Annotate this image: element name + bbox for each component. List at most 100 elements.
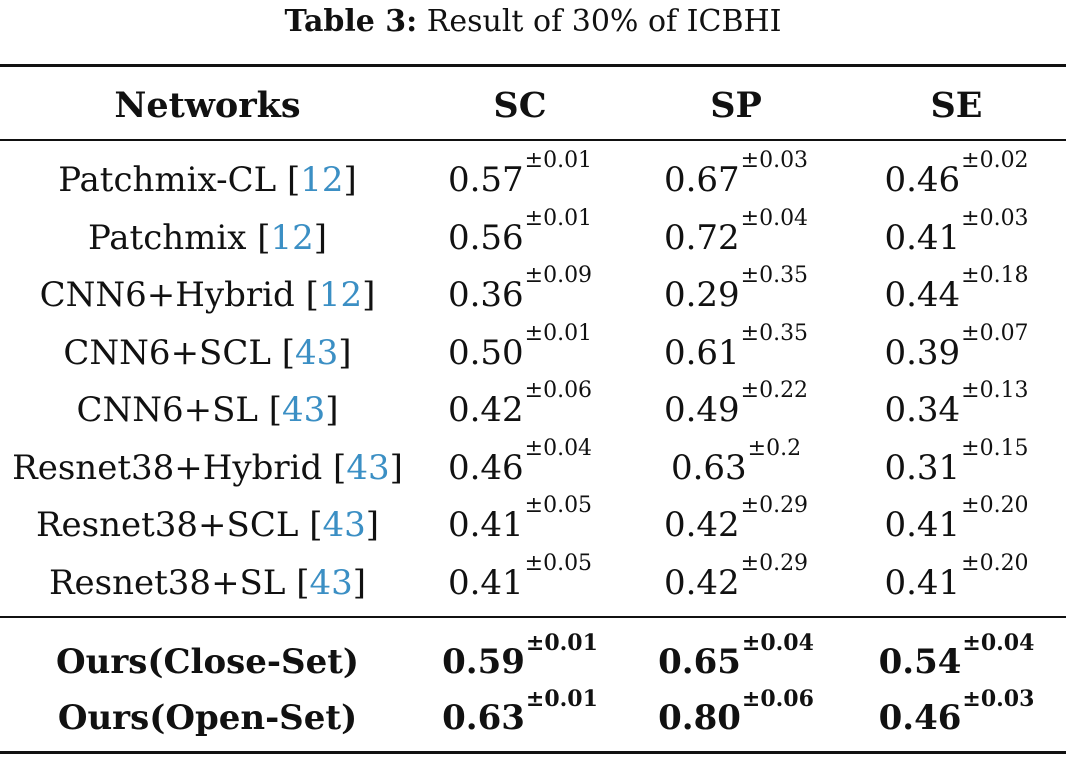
se-mean: 0.41 — [884, 562, 961, 603]
sp-mean: 0.63 — [670, 447, 747, 488]
sc-cell: 0.57 ±0.01 — [415, 148, 625, 200]
se-std: ±0.07 — [961, 320, 1029, 346]
sp-std: ±0.22 — [740, 378, 809, 403]
sp-value: 0.80 ±0.06 — [658, 686, 814, 738]
se-mean: 0.39 — [884, 332, 961, 373]
sp-std: ±0.29 — [740, 493, 809, 518]
sp-value: 0.42 ±0.29 — [663, 551, 808, 603]
mid-rule — [0, 616, 1066, 618]
sc-cell: 0.59 ±0.01 — [415, 630, 625, 682]
se-mean: 0.34 — [884, 390, 961, 430]
table-caption-label: Table 3: — [284, 4, 418, 39]
sc-cell: 0.56 ±0.01 — [415, 206, 625, 258]
network-name: Patchmix — [87, 217, 247, 258]
sc-value: 0.63 ±0.01 — [442, 686, 598, 738]
citation[interactable]: [43] — [285, 562, 367, 603]
se-cell: 0.31 ±0.15 — [847, 436, 1066, 488]
sp-std: ±0.2 — [747, 435, 802, 461]
sp-value: 0.65 ±0.04 — [658, 630, 814, 682]
se-std: ±0.02 — [961, 148, 1029, 173]
citation[interactable]: [43] — [322, 447, 403, 488]
citation[interactable]: [12] — [246, 217, 328, 258]
network-name: CNN6+SL — [76, 390, 258, 430]
table-row: Ours(Close-Set) 0.59 ±0.01 0.65 ±0.04 0.54 ±0.… — [0, 630, 1066, 690]
table-row: Patchmix [12] 0.56 ±0.01 0.72 ±0.04 0.41 ±0.03 — [0, 206, 1066, 266]
sp-value: 0.61 ±0.35 — [663, 321, 808, 373]
se-mean: 0.41 — [884, 217, 961, 258]
sc-value: 0.50 ±0.01 — [448, 321, 592, 373]
sc-std: ±0.09 — [524, 263, 593, 288]
table-row: CNN6+SL [43] 0.42 ±0.06 0.49 ±0.22 0.34 ±0.13 — [0, 378, 1066, 438]
network-name-cell: Ours(Open-Set) — [0, 698, 415, 738]
table-caption: Table 3: Result of 30% of ICBHI — [0, 0, 1066, 52]
network-name: CNN6+SCL — [63, 332, 271, 373]
citation-number-link[interactable]: 43 — [346, 447, 390, 488]
sc-cell: 0.36 ±0.09 — [415, 263, 625, 315]
header-rule — [0, 139, 1066, 141]
table-row: CNN6+SCL [43] 0.50 ±0.01 0.61 ±0.35 0.39 ±0.07 — [0, 321, 1066, 381]
sp-std: ±0.04 — [740, 205, 809, 231]
citation-number-link[interactable]: 43 — [322, 505, 366, 545]
se-cell: 0.44 ±0.18 — [847, 263, 1066, 315]
se-mean: 0.44 — [884, 275, 961, 315]
se-std: ±0.04 — [962, 630, 1035, 656]
citation[interactable]: [43] — [270, 332, 352, 373]
citation-number-link[interactable]: 12 — [318, 275, 363, 315]
sc-value: 0.42 ±0.06 — [448, 378, 592, 430]
citation-number-link[interactable]: 43 — [295, 332, 339, 373]
sp-value: 0.29 ±0.35 — [664, 263, 808, 315]
sc-cell: 0.46 ±0.04 — [415, 436, 625, 488]
se-value: 0.34 ±0.13 — [884, 378, 1028, 430]
network-name: CNN6+Hybrid — [39, 275, 295, 315]
se-std: ±0.18 — [961, 263, 1029, 288]
se-std: ±0.20 — [961, 550, 1029, 576]
sp-cell: 0.42 ±0.29 — [625, 551, 847, 603]
sp-value: 0.67 ±0.03 — [664, 148, 808, 200]
se-cell: 0.34 ±0.13 — [847, 378, 1066, 430]
sp-cell: 0.65 ±0.04 — [625, 630, 847, 682]
bottom-rule — [0, 751, 1066, 754]
se-mean: 0.46 — [884, 160, 961, 200]
citation-number-link[interactable]: 43 — [282, 390, 326, 430]
table-row: Patchmix-CL [12] 0.57 ±0.01 0.67 ±0.03 0.46 ±0… — [0, 148, 1066, 208]
sc-mean: 0.57 — [447, 160, 524, 200]
sc-mean: 0.63 — [442, 698, 525, 738]
sp-cell: 0.29 ±0.35 — [625, 263, 847, 315]
sc-cell: 0.41 ±0.05 — [415, 493, 625, 545]
sp-mean: 0.61 — [663, 332, 740, 373]
sc-mean: 0.46 — [447, 447, 524, 488]
citation[interactable]: [43] — [257, 390, 339, 430]
network-name: Resnet38+SCL — [35, 505, 299, 545]
se-value: 0.46 ±0.02 — [884, 148, 1028, 200]
sp-mean: 0.42 — [663, 562, 740, 603]
network-name-cell: Resnet38+SCL [43] — [0, 505, 415, 545]
sc-mean: 0.41 — [447, 562, 524, 603]
network-name: Ours(Close-Set) — [56, 642, 359, 682]
se-mean: 0.46 — [878, 698, 962, 738]
header-networks: Networks — [114, 84, 301, 126]
sp-mean: 0.65 — [658, 642, 741, 682]
sc-value: 0.56 ±0.01 — [448, 206, 592, 258]
se-value: 0.54 ±0.04 — [879, 630, 1035, 682]
citation-number-link[interactable]: 12 — [270, 217, 314, 258]
se-cell: 0.46 ±0.02 — [847, 148, 1066, 200]
network-name: Resnet38+Hybrid — [12, 447, 323, 488]
se-value: 0.46 ±0.03 — [878, 686, 1035, 738]
network-name: Resnet38+SL — [48, 562, 286, 603]
table-row: CNN6+Hybrid [12] 0.36 ±0.09 0.29 ±0.35 0.44 ±0… — [0, 263, 1066, 323]
se-value: 0.39 ±0.07 — [884, 321, 1028, 373]
citation-number-link[interactable]: 12 — [300, 160, 344, 200]
sp-cell: 0.63 ±0.2 — [625, 436, 847, 488]
sp-mean: 0.72 — [663, 217, 740, 258]
citation[interactable]: [43] — [298, 505, 380, 545]
table-row: Resnet38+SL [43] 0.41 ±0.05 0.42 ±0.29 0.41 ±0… — [0, 551, 1066, 611]
citation[interactable]: [12] — [276, 160, 357, 200]
citation-number-link[interactable]: 43 — [309, 562, 353, 603]
network-name-cell: CNN6+SCL [43] — [0, 333, 415, 373]
sp-mean: 0.80 — [658, 698, 741, 738]
se-value: 0.44 ±0.18 — [884, 263, 1028, 315]
sp-std: ±0.35 — [740, 263, 809, 288]
citation[interactable]: [12] — [294, 275, 376, 315]
sc-value: 0.41 ±0.05 — [447, 551, 592, 603]
sc-std: ±0.01 — [525, 630, 598, 656]
